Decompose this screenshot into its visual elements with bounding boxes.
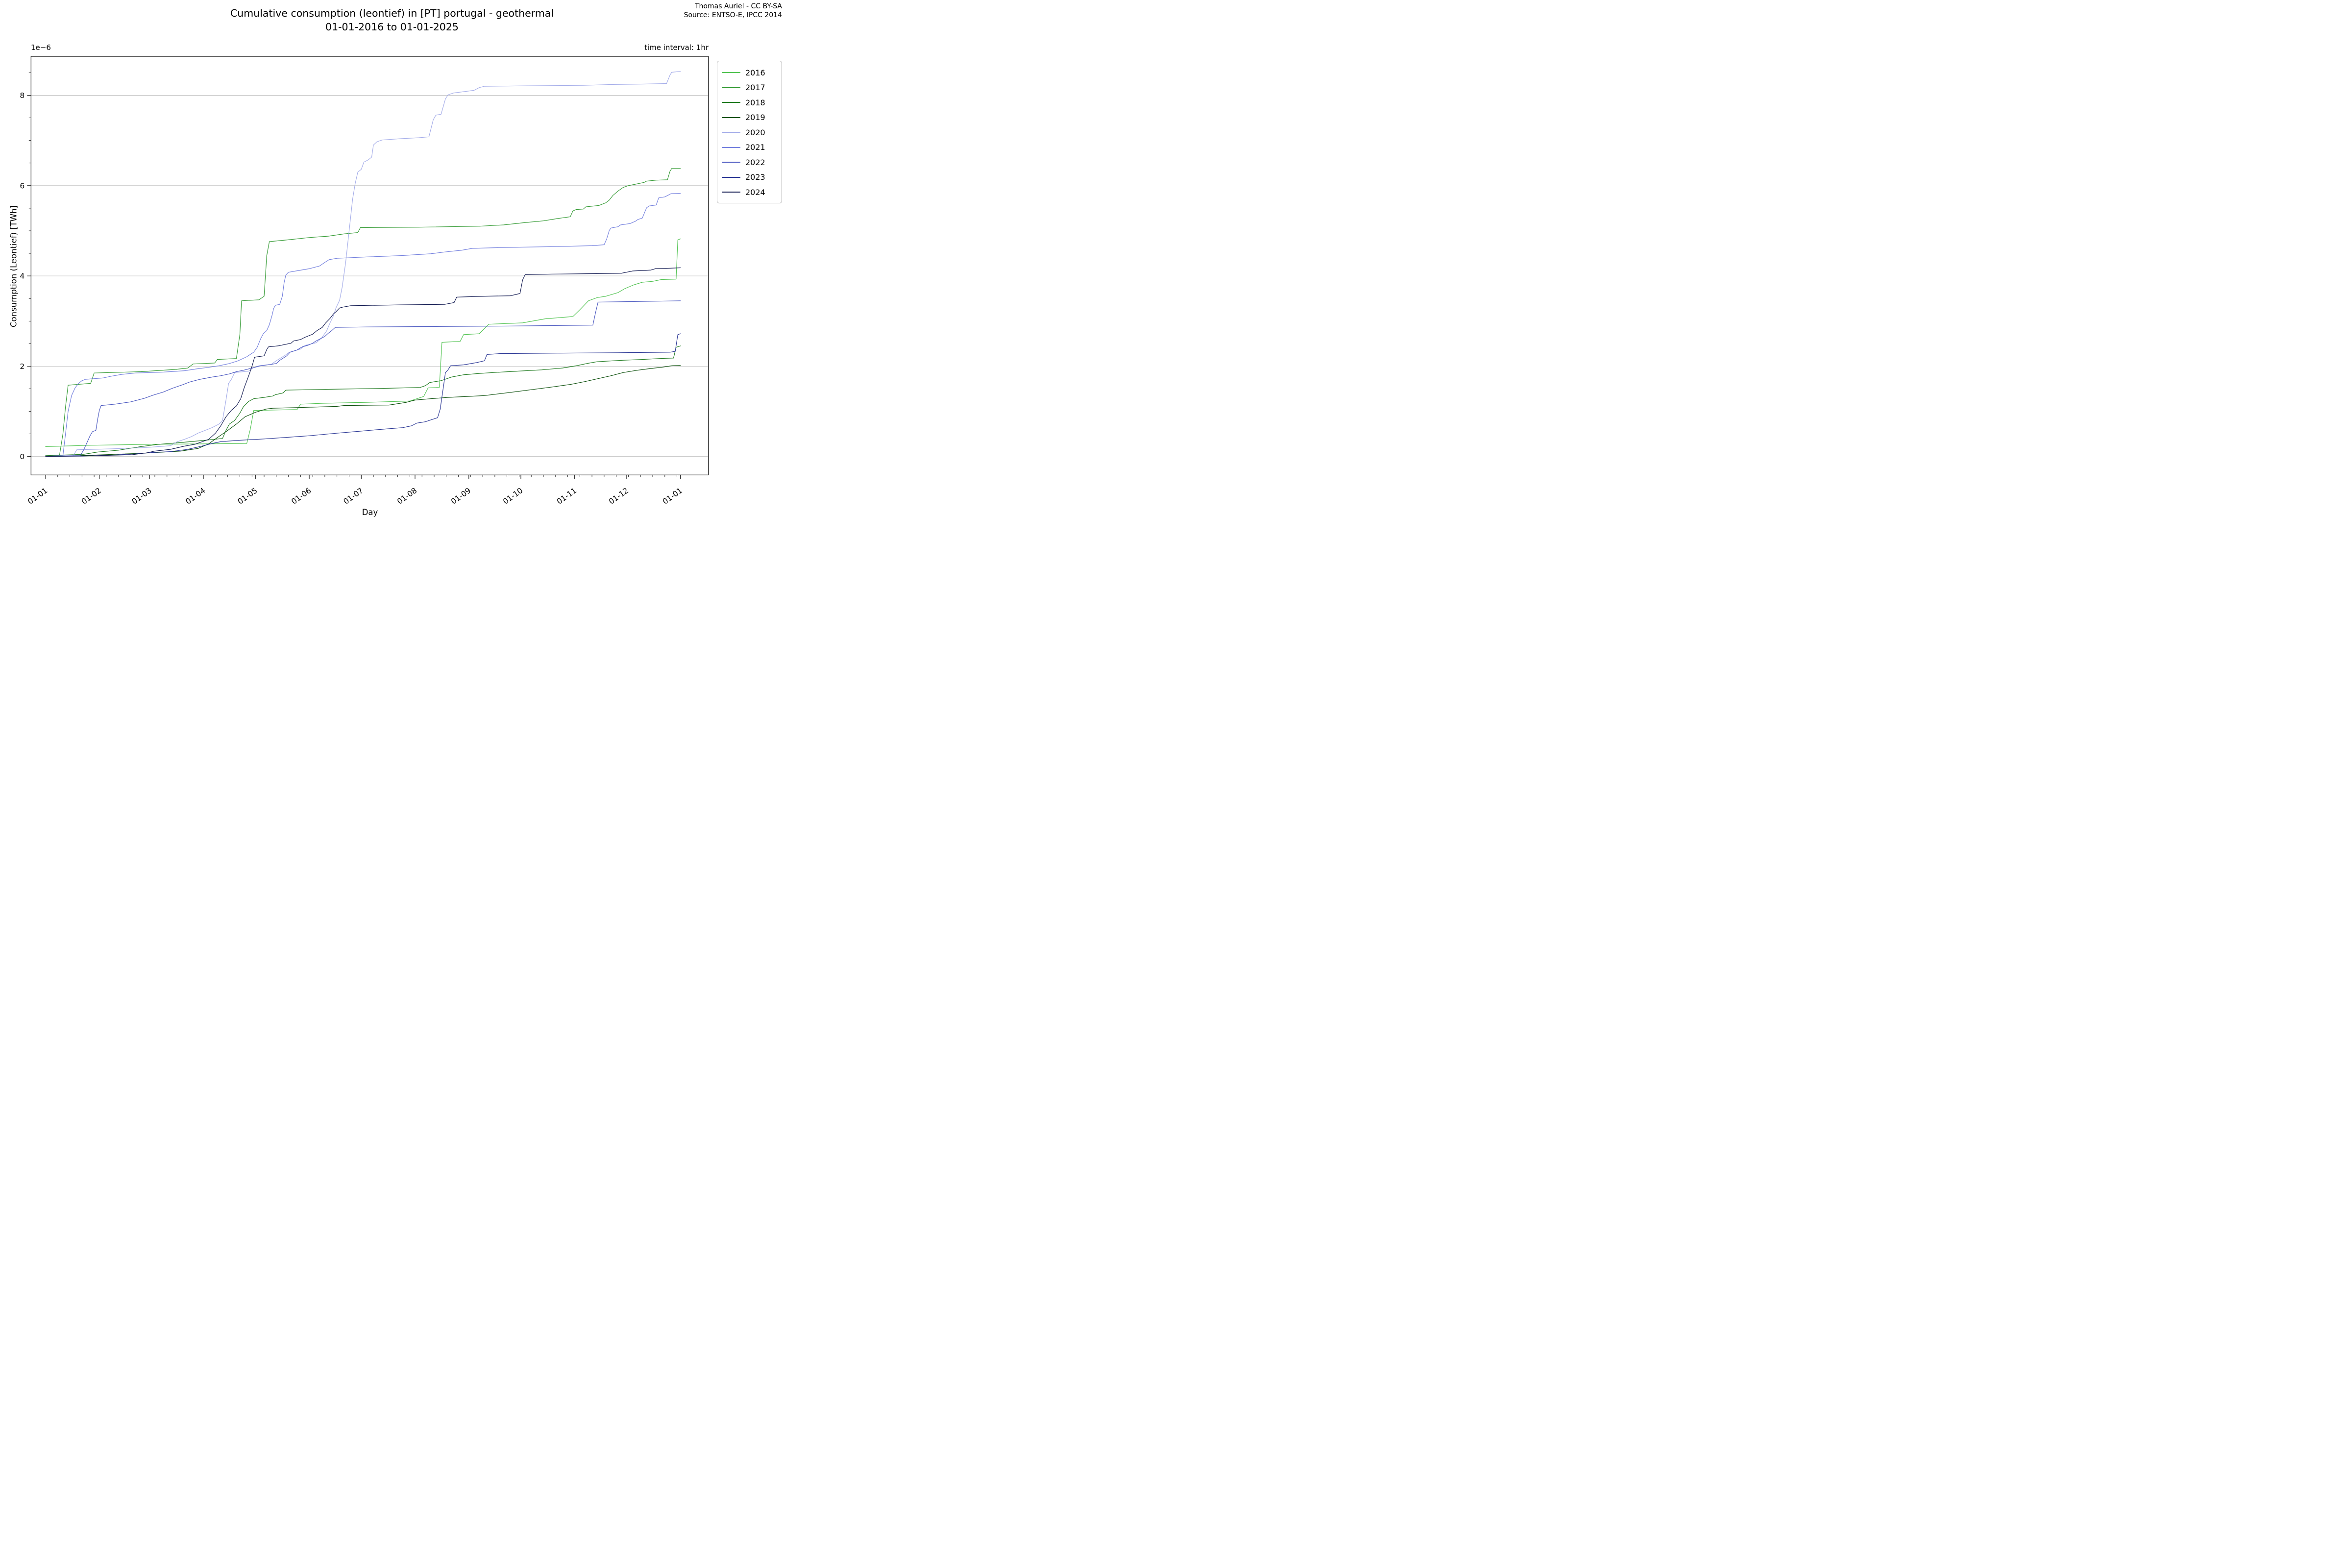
figure: Cumulative consumption (leontief) in [PT… [0,0,784,523]
legend-label: 2020 [745,127,765,137]
x-tick-label: 01-08 [395,486,418,506]
legend-line-sample [722,147,740,148]
x-tick-label: 01-12 [607,486,630,506]
series-line-2019 [45,365,681,457]
x-tick-label: 01-01 [26,486,49,506]
x-tick-label: 01-02 [80,486,103,506]
y-axis-offset-label: 1e−6 [31,43,51,52]
legend-item-2022: 2022 [722,155,777,170]
legend-item-2017: 2017 [722,80,777,96]
series-line-2024 [45,267,681,457]
legend-label: 2023 [745,172,765,182]
series-line-2017 [45,168,681,457]
x-tick-label: 01-09 [449,486,472,506]
x-tick-label: 01-03 [130,486,153,506]
x-axis-label: Day [362,508,378,517]
legend-line-sample [722,132,740,133]
legend-line-sample [722,117,740,118]
legend-line-sample [722,72,740,74]
legend-item-2024: 2024 [722,185,777,200]
x-tick-label: 01-04 [184,486,207,506]
y-axis-label: Consumption (Leontief) [TWh] [9,205,19,327]
legend-label: 2024 [745,187,765,197]
axes-frame [30,56,709,475]
legend-line-sample [722,162,740,163]
legend-item-2021: 2021 [722,140,777,155]
time-interval-annotation: time interval: 1hr [644,43,709,52]
series-line-2018 [45,345,681,456]
attribution-author: Thomas Auriel - CC BY-SA [694,2,782,10]
legend-box: 2016 2017 2018 2019 2020 2021 2022 2023 2024 [717,61,782,203]
x-tick-label: 01-07 [342,486,365,506]
attribution: Thomas Auriel - CC BY-SA Source: ENTSO-E… [684,2,782,20]
legend-label: 2017 [745,83,765,93]
y-tick-label: 8 [20,91,24,100]
x-tick-label: 01-06 [290,486,313,506]
legend-line-sample [722,87,740,88]
legend-item-2019: 2019 [722,110,777,125]
legend-line-sample [722,176,740,178]
series-line-2023 [45,333,681,457]
series-line-2022 [45,300,681,457]
x-tick-label: 01-11 [555,486,578,506]
legend-item-2020: 2020 [722,125,777,140]
x-tick-label: 01-01 [661,486,684,506]
series-line-2016 [45,238,681,447]
y-tick-label: 6 [20,181,24,190]
legend-label: 2018 [745,98,765,107]
series-line-2021 [45,193,681,457]
legend-label: 2021 [745,143,765,152]
x-tick-label: 01-10 [501,486,524,506]
legend-label: 2019 [745,113,765,122]
plot-area: 0 2 4 6 8 01-01 01-02 01-03 01-04 01-05 01-06 01-07… [20,56,709,506]
legend-item-2023: 2023 [722,170,777,185]
series-line-2020 [45,71,681,457]
legend-line-sample [722,192,740,193]
legend-label: 2016 [745,68,765,77]
y-tick-label: 2 [20,362,24,371]
x-tick-label: 01-05 [236,486,259,506]
chart-title: Cumulative consumption (leontief) in [PT… [230,7,554,33]
legend-item-2016: 2016 [722,65,777,80]
y-tick-label: 4 [20,272,24,281]
legend-line-sample [722,102,740,103]
legend-item-2018: 2018 [722,95,777,110]
attribution-source: Source: ENTSO-E, IPCC 2014 [684,11,782,20]
y-tick-label: 0 [20,452,24,461]
legend-label: 2022 [745,157,765,167]
